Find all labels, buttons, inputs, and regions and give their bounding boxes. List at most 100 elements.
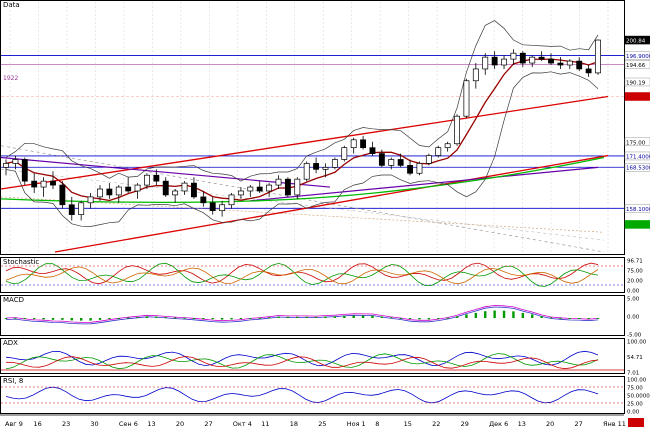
rsi-tick-label: 25.00 — [627, 402, 643, 408]
price-tag: 158.1000 — [624, 204, 650, 213]
candle — [275, 175, 282, 190]
candle — [40, 177, 47, 197]
price-note: 1922 — [3, 75, 18, 82]
rsi-line — [5, 386, 599, 404]
price-tag: 186.5 — [624, 92, 650, 101]
candle-body — [303, 163, 310, 180]
price-tag-box — [624, 151, 650, 161]
candle — [284, 177, 291, 197]
adx-line — [5, 356, 599, 370]
candle-body — [59, 184, 66, 206]
candle-body — [115, 186, 122, 196]
macd-histogram-bar — [164, 317, 167, 319]
candle — [435, 145, 442, 158]
price-tag: 190.19 — [624, 77, 650, 87]
x-tick-label: 8 — [375, 420, 379, 428]
macd-histogram-bar — [117, 318, 120, 319]
x-tick-label: 20 — [546, 420, 554, 428]
candle — [407, 159, 413, 176]
macd-histogram-bar — [446, 317, 449, 319]
dashed-trend-line — [0, 196, 605, 233]
price-tag-label: 168.5300 — [626, 166, 650, 172]
candle — [472, 63, 479, 89]
candle-body — [247, 186, 254, 192]
candle-body — [557, 62, 564, 66]
candle — [538, 51, 545, 62]
candle — [388, 157, 395, 170]
bollinger-upper — [5, 20, 599, 182]
candle-body — [106, 188, 113, 196]
candle-body — [322, 167, 329, 170]
price-tag-box — [624, 77, 650, 87]
price-tag: 196.9000 — [624, 51, 650, 60]
x-tick-label: 30 — [90, 420, 98, 428]
candle — [247, 185, 254, 197]
price-tag: 175.00 — [624, 137, 650, 146]
rsi-tick-label: 0.00 — [627, 410, 640, 416]
x-tick-label: 20 — [176, 420, 184, 428]
candle — [510, 49, 517, 66]
macd-histogram-bar — [437, 318, 440, 319]
stoch-line — [5, 266, 599, 285]
candle — [313, 157, 320, 174]
candle-body — [284, 178, 291, 196]
candle — [576, 57, 583, 71]
stoch-line — [5, 262, 599, 285]
candles — [3, 39, 601, 221]
candle-body — [134, 184, 141, 192]
candle — [529, 55, 536, 67]
candle-body — [200, 196, 207, 204]
candle — [115, 185, 122, 203]
x-tick-label: 23 — [62, 420, 70, 428]
candle — [59, 181, 66, 209]
candle-body — [444, 143, 451, 149]
candle-body — [454, 115, 460, 145]
candle — [181, 181, 188, 195]
candle-body — [275, 178, 282, 186]
macd-histogram-bar — [380, 316, 384, 318]
candle-body — [3, 163, 9, 168]
candle — [97, 185, 103, 201]
candle — [350, 137, 357, 154]
macd-signal-line — [5, 306, 599, 325]
candle-body — [191, 182, 197, 198]
candle-body — [162, 180, 169, 196]
macd-histogram-bar — [390, 317, 393, 319]
x-tick-label: 18 — [290, 420, 298, 428]
price-tag-label: 200.84 — [626, 39, 646, 45]
candle — [303, 161, 310, 182]
candle — [219, 200, 226, 217]
macd-histogram-bar — [343, 315, 346, 318]
stoch-line — [5, 262, 599, 287]
rsi-tick-label: 50.0000 — [627, 394, 650, 400]
trend-line-purple — [0, 156, 331, 188]
macd-histogram-bar — [70, 318, 73, 321]
price-tag-label: 171.4000 — [626, 154, 650, 160]
price-panel-frame — [0, 0, 625, 255]
price-overlays — [0, 20, 624, 253]
candle — [482, 53, 489, 75]
moving-average-green — [0, 156, 605, 203]
macd-histogram-bar — [427, 318, 431, 320]
candle-body — [378, 153, 385, 166]
macd-histogram-bar — [202, 318, 205, 319]
macd-histogram-bar — [126, 317, 130, 319]
price-tag-label: 175.00 — [626, 140, 646, 146]
candle — [322, 163, 329, 178]
macd-histogram-bar — [98, 318, 102, 320]
x-tick-label: 27 — [204, 420, 212, 428]
macd-histogram-bar — [296, 316, 299, 318]
moving-average-dark-red — [5, 58, 599, 202]
x-tick-label: 29 — [461, 420, 469, 428]
candle — [228, 192, 235, 209]
price-tag-box — [624, 204, 650, 213]
candle — [12, 155, 19, 170]
macd-histogram-bar — [559, 317, 562, 319]
macd-histogram-bar — [305, 316, 308, 318]
macd-histogram-bar — [314, 316, 318, 318]
x-tick-label: 15 — [404, 420, 412, 428]
rsi-tick-label: 75.00 — [627, 386, 643, 392]
candle — [425, 153, 432, 166]
x-tick-label: 13 — [147, 420, 155, 428]
